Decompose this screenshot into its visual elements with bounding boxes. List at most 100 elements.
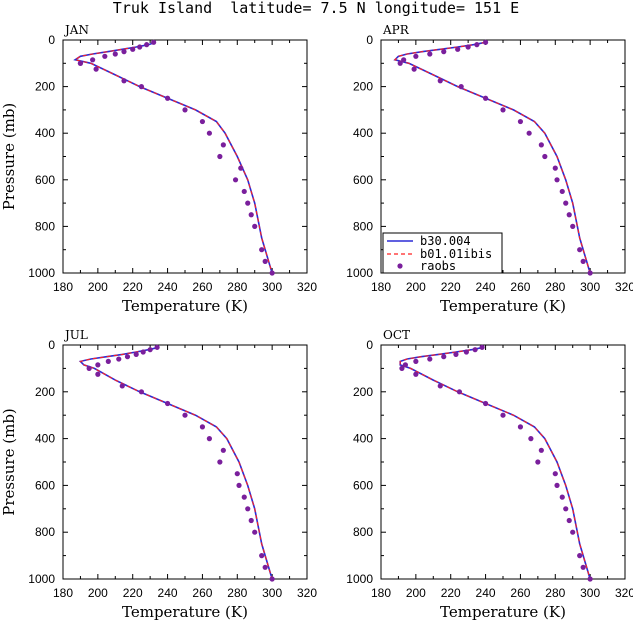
y-tick-label: 600 (353, 173, 373, 187)
raobs-point (402, 362, 408, 368)
raobs-point (455, 46, 461, 52)
x-tick-label: 200 (88, 586, 108, 600)
raobs-point (458, 84, 464, 90)
raobs-point (77, 60, 84, 66)
panel-label: OCT (383, 328, 410, 342)
raobs-point (245, 506, 251, 512)
raobs-point (566, 517, 572, 524)
y-tick-label: 0 (366, 338, 373, 352)
x-tick-label: 180 (371, 280, 391, 294)
y-tick-label: 600 (35, 173, 55, 187)
x-tick-label: 180 (53, 280, 73, 294)
panel-jan: 180 200 220 240 260 280 300 320 0 200 400 600 800 100… (0, 23, 317, 315)
raobs-point (411, 66, 417, 72)
panel-label: JAN (63, 23, 89, 37)
raobs-point (217, 459, 223, 465)
y-tick-label: 400 (35, 126, 55, 140)
raobs-point (248, 212, 254, 218)
x-axis-label: Temperature (K) (440, 603, 566, 621)
raobs-point (517, 118, 524, 125)
y-tick-label: 0 (48, 33, 55, 47)
x-tick-label: 280 (545, 280, 565, 294)
raobs-point (437, 78, 443, 84)
raobs-point (397, 60, 403, 66)
figure-title: Truk Island latitude= 7.5 N longitude= 1… (113, 0, 519, 17)
y-tick-label: 400 (353, 432, 373, 446)
raobs-point (241, 494, 247, 500)
raobs-point (105, 358, 111, 364)
y-tick-label: 1000 (28, 572, 55, 586)
raobs-point (206, 436, 212, 442)
raobs-point (116, 356, 122, 362)
raobs-point (517, 424, 524, 430)
legend-label-raobs: raobs (420, 259, 456, 273)
raobs-point (119, 383, 125, 389)
raobs-point (552, 471, 558, 477)
raobs-point (140, 349, 146, 355)
y-tick-label: 800 (35, 525, 55, 539)
raobs-point (427, 356, 433, 362)
raobs-point (559, 188, 565, 195)
x-tick-label: 320 (297, 280, 317, 294)
x-tick-label: 220 (441, 586, 461, 600)
raobs-point (199, 118, 206, 125)
y-tick-label: 800 (353, 219, 373, 233)
y-tick-label: 800 (35, 219, 55, 233)
y-axis-label: Pressure (mb) (0, 408, 18, 516)
raobs-point (138, 84, 145, 90)
y-tick-label: 600 (353, 478, 373, 492)
y-tick-label: 800 (353, 525, 373, 539)
raobs-point (252, 529, 258, 535)
raobs-point (482, 400, 489, 407)
raobs-point (206, 130, 212, 136)
raobs-point (482, 39, 489, 45)
panel-jul: 180 200 220 240 260 280 300 320 0 200 400 600 800 100… (0, 328, 317, 621)
raobs-point (269, 576, 275, 582)
x-tick-label: 320 (615, 586, 633, 600)
raobs-point (528, 436, 534, 442)
raobs-point (164, 95, 171, 101)
y-tick-label: 0 (48, 338, 55, 352)
raobs-point (86, 365, 92, 371)
x-tick-label: 200 (88, 280, 108, 294)
raobs-point (245, 200, 251, 206)
legend-box (382, 232, 503, 274)
x-tick-label: 180 (53, 586, 73, 600)
series-line-b01 (73, 41, 273, 274)
y-tick-label: 400 (353, 126, 373, 140)
raobs-point (182, 412, 188, 418)
series-line-b01 (399, 346, 591, 580)
raobs-point (538, 142, 544, 148)
raobs-point (538, 447, 544, 453)
raobs-point (453, 351, 459, 357)
raobs-point (441, 354, 447, 360)
plot-frame (62, 39, 308, 274)
raobs-point (164, 400, 171, 407)
raobs-point (241, 188, 247, 195)
raobs-point (121, 78, 127, 84)
raobs-point (570, 223, 576, 229)
raobs-point (559, 494, 565, 500)
raobs-point (563, 506, 569, 512)
raobs-point (570, 529, 576, 535)
x-tick-label: 300 (262, 586, 282, 600)
x-tick-label: 240 (476, 586, 496, 600)
raobs-point (465, 44, 471, 50)
series-line-b01 (393, 41, 591, 274)
legend-label-b01: b01.01ibis (420, 247, 492, 261)
x-tick-label: 200 (406, 586, 426, 600)
raobs-point (144, 42, 150, 48)
x-tick-label: 240 (476, 280, 496, 294)
legend: b30.004 b01.01ibis raobs (382, 232, 503, 274)
y-tick-label: 200 (35, 80, 55, 94)
raobs-point (577, 247, 583, 253)
x-tick-label: 180 (371, 586, 391, 600)
x-tick-label: 260 (510, 586, 530, 600)
raobs-point (232, 177, 239, 183)
x-tick-label: 260 (192, 280, 212, 294)
raobs-point (437, 383, 443, 389)
x-tick-label: 280 (227, 280, 247, 294)
raobs-point (95, 371, 101, 377)
raobs-point (137, 44, 143, 50)
